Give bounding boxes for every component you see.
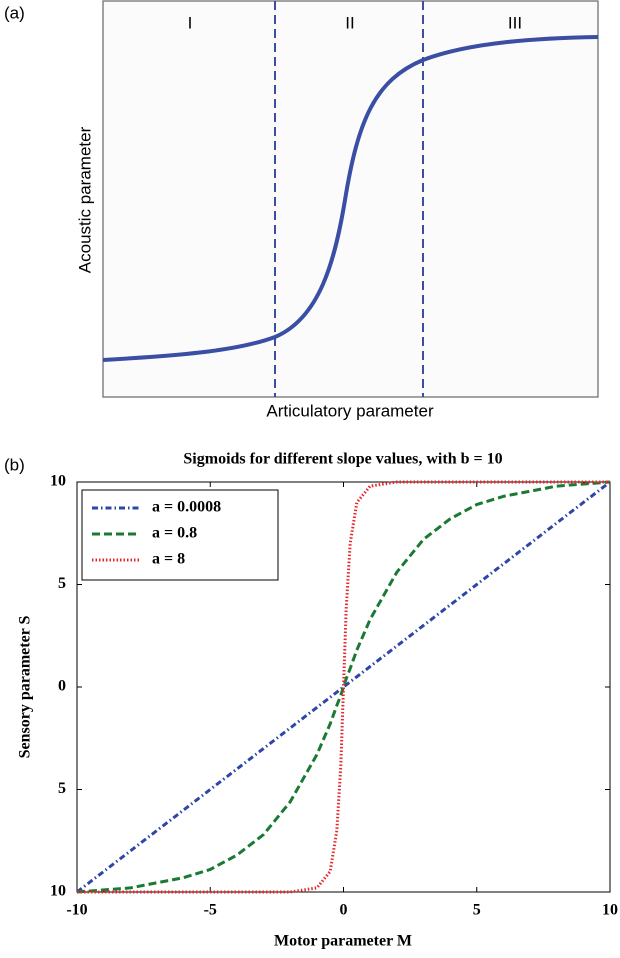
y-tick-label: 5 — [58, 780, 66, 797]
x-axis-label: Articulatory parameter — [266, 401, 434, 420]
panel-label: (a) — [4, 3, 25, 22]
x-axis-label: Motor parameter M — [274, 933, 412, 950]
series-line — [77, 480, 610, 894]
y-tick-label: 10 — [50, 473, 66, 490]
panel-a-frame — [102, 0, 599, 398]
legend-box — [81, 489, 279, 581]
panel-label: (b) — [4, 455, 25, 474]
x-tick-label: 5 — [473, 902, 481, 919]
y-tick-label: 5 — [58, 575, 66, 592]
x-tick-label: 10 — [602, 902, 618, 919]
sigmoid-curve — [102, 35, 599, 362]
y-tick-label: 10 — [50, 883, 66, 900]
region-label: II — [345, 13, 354, 32]
x-tick-label: -10 — [66, 902, 87, 919]
series-line — [76, 480, 611, 894]
y-axis-label: Acoustic parameter — [75, 126, 94, 273]
region-label: III — [508, 13, 522, 32]
x-tick-label: 0 — [340, 902, 348, 919]
legend-label: a = 8 — [152, 551, 185, 568]
legend-label: a = 0.0008 — [152, 499, 221, 516]
region-label: I — [188, 13, 193, 32]
y-axis-label: Sensory parameter S — [17, 616, 34, 759]
series-line — [76, 480, 611, 894]
x-tick-label: -5 — [204, 902, 217, 919]
y-tick-label: 0 — [58, 678, 66, 695]
chart-title: Sigmoids for different slope values, wit… — [183, 451, 502, 468]
legend-label: a = 0.8 — [152, 525, 197, 542]
